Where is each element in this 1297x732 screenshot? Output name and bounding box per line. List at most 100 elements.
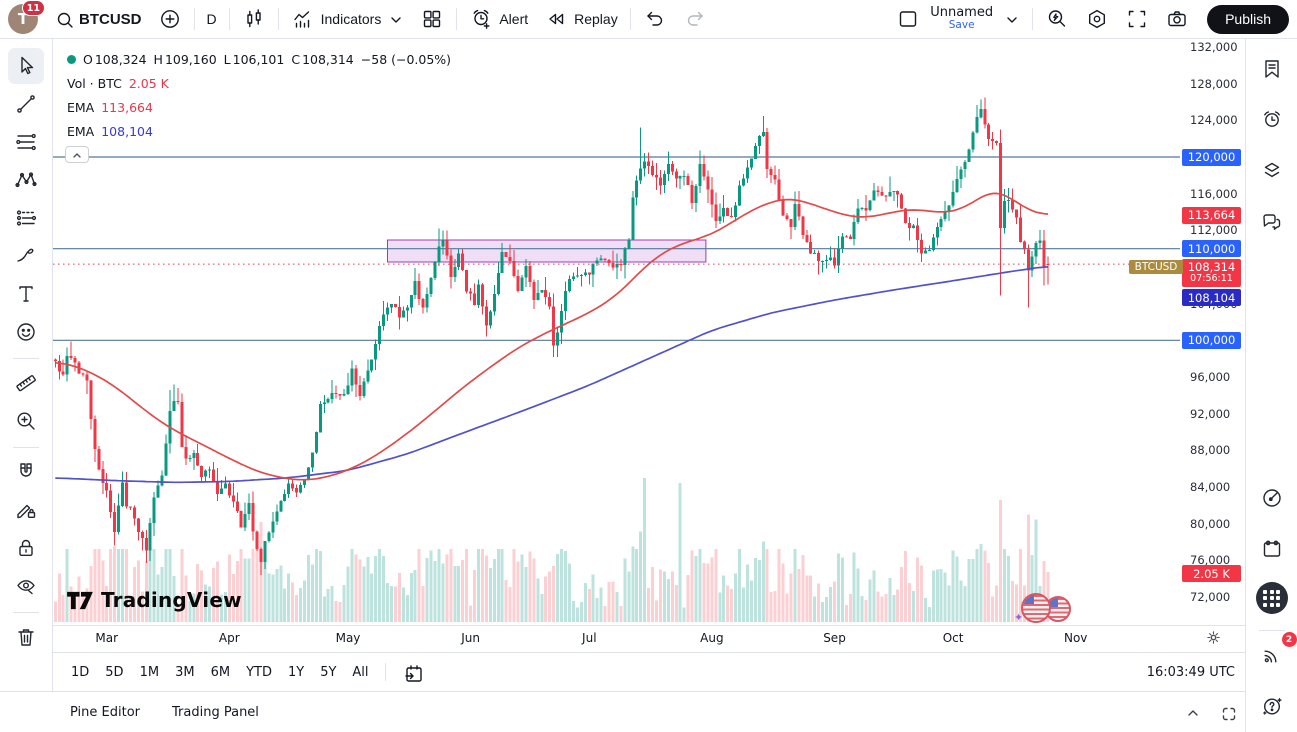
ideas-button[interactable] (1254, 480, 1290, 516)
user-avatar[interactable]: T 11 (8, 0, 45, 34)
ruler-tool-button[interactable] (8, 365, 44, 401)
range-1m-button[interactable]: 1M (132, 660, 168, 685)
text-tool-tool-button[interactable] (8, 276, 44, 312)
calendar-button[interactable] (1254, 531, 1290, 567)
chart-canvas[interactable]: O 108,324 H 109,160 L 106,101 C 108,314 −58 … (53, 39, 1245, 625)
emoji-tool-button[interactable] (8, 314, 44, 350)
month-label-mar: Mar (95, 631, 119, 645)
position-tool-tool-button[interactable] (8, 200, 44, 236)
legend-ema-fast-row[interactable]: EMA 113,664 (67, 99, 153, 115)
restore-panel-icon[interactable] (1217, 702, 1237, 722)
position-tool-icon (16, 210, 37, 226)
divider (13, 447, 39, 448)
status-bar: Pine Editor Trading Panel (0, 691, 1245, 732)
replay-button[interactable]: Replay (536, 4, 626, 34)
flag-circle-large (1021, 593, 1051, 623)
cursor-tool-button[interactable] (8, 48, 44, 84)
remove-all-tool-button[interactable] (8, 619, 44, 655)
price-tick: 92,000 (1190, 406, 1231, 421)
hide-all-tool-button[interactable] (8, 568, 44, 604)
zoom-in-tool-button[interactable] (8, 403, 44, 439)
indicators-button[interactable]: Indicators (283, 4, 413, 34)
alerts-icon (1263, 111, 1280, 127)
chat-button[interactable] (1254, 204, 1290, 240)
range-3m-button[interactable]: 3M (167, 660, 203, 685)
replay-rewind-icon (549, 13, 564, 25)
streams-button[interactable]: 2 (1254, 632, 1297, 673)
emoji-icon (17, 323, 35, 341)
create-alert-button[interactable]: Alert (461, 4, 536, 34)
pine-editor-tab[interactable]: Pine Editor (70, 704, 141, 720)
interval-button[interactable]: D (199, 4, 225, 34)
market-status-dot (67, 54, 76, 64)
fullscreen-button[interactable] (1117, 4, 1157, 34)
price-axis[interactable]: 132,000 128,000 124,000 120,000 116,000 112,0… (1182, 39, 1245, 625)
compare-add-symbol-button[interactable] (150, 4, 190, 34)
plus-circle-icon (160, 10, 179, 28)
layout-name-save[interactable]: Unnamed Save (928, 5, 995, 32)
apps-grid-button[interactable] (1255, 582, 1288, 614)
ideas-icon (1262, 489, 1281, 507)
snapshot-button[interactable] (1157, 4, 1197, 34)
clock[interactable]: 16:03:49 UTC (1146, 664, 1235, 680)
object-tree-button[interactable] (1254, 153, 1290, 189)
streams-icon (1264, 650, 1276, 663)
fullscreen-icon (1128, 10, 1146, 28)
undo-button[interactable] (635, 4, 675, 34)
divider (277, 8, 279, 30)
low-value: 106,101 (232, 51, 285, 67)
time-axis[interactable]: Mar Apr May Jun Jul Aug Sep Oct Nov (53, 625, 1245, 652)
indicators-icon (293, 11, 309, 28)
usa-flags-sticker[interactable]: ✦ (1014, 591, 1073, 627)
range-5d-button[interactable]: 5D (97, 660, 131, 685)
zoom-in-icon (17, 412, 35, 430)
streams-badge: 2 (1281, 632, 1297, 647)
drawing-mode-lock-tool-button[interactable] (8, 492, 44, 528)
range-toolbar: 1D 5D 1M 3M 6M YTD 1Y 5Y All 16:03:49 UTC (53, 652, 1245, 691)
watchlist-button[interactable] (1254, 51, 1290, 87)
go-to-date-icon (404, 664, 422, 682)
legend-ohlc-row[interactable]: O 108,324 H 109,160 L 106,101 C 108,314 −58 … (67, 47, 451, 71)
indicator-templates-button[interactable] (412, 4, 452, 34)
range-5y-button[interactable]: 5Y (312, 660, 344, 685)
text-tool-icon (19, 286, 33, 302)
fib-retracement-tool-button[interactable] (8, 124, 44, 160)
month-label-jun: Jun (461, 631, 480, 645)
collapse-line-button[interactable] (65, 146, 89, 163)
trend-line-tool-button[interactable] (8, 86, 44, 122)
range-all-button[interactable]: All (344, 660, 376, 685)
xabcd-pattern-tool-button[interactable] (8, 162, 44, 198)
magnet-tool-button[interactable] (8, 454, 44, 490)
symbol-search-button[interactable]: BTCUSD (48, 4, 150, 34)
go-to-date-button[interactable] (394, 657, 431, 687)
chart-plot[interactable] (53, 39, 1245, 625)
range-6m-button[interactable]: 6M (203, 660, 239, 685)
redo-button[interactable] (675, 4, 715, 34)
chart-style-button[interactable] (234, 4, 274, 34)
legend-ema-slow-row[interactable]: EMA 108,104 (67, 123, 153, 139)
lock-all-tool-button[interactable] (8, 530, 44, 566)
expand-panel-chevron-icon[interactable] (1183, 702, 1203, 722)
publish-button[interactable]: Publish (1207, 4, 1289, 34)
undo-icon (647, 11, 662, 26)
layout-select-button[interactable] (888, 4, 928, 34)
magnet-icon (20, 463, 32, 477)
legend-volume-row[interactable]: Vol · BTC 2.05 K (67, 71, 451, 95)
chevron-up-icon (73, 152, 81, 158)
month-label-sep: Sep (823, 631, 846, 645)
layout-menu-chevron[interactable] (995, 4, 1028, 34)
range-ytd-button[interactable]: YTD (238, 660, 280, 685)
help-button[interactable] (1254, 688, 1290, 724)
alerts-button[interactable] (1254, 102, 1290, 138)
axis-settings-gear-icon[interactable] (1205, 629, 1222, 646)
range-1d-button[interactable]: 1D (63, 660, 97, 685)
trading-panel-tab[interactable]: Trading Panel (172, 704, 259, 720)
chart-legend[interactable]: O 108,324 H 109,160 L 106,101 C 108,314 −58 … (67, 47, 451, 143)
settings-button[interactable] (1077, 4, 1117, 34)
save-link[interactable]: Save (948, 19, 975, 32)
quick-search-button[interactable] (1037, 4, 1077, 34)
range-1y-button[interactable]: 1Y (280, 660, 312, 685)
brush-tool-button[interactable] (8, 238, 44, 274)
divider (13, 612, 39, 613)
close-value: 108,314 (302, 51, 354, 67)
